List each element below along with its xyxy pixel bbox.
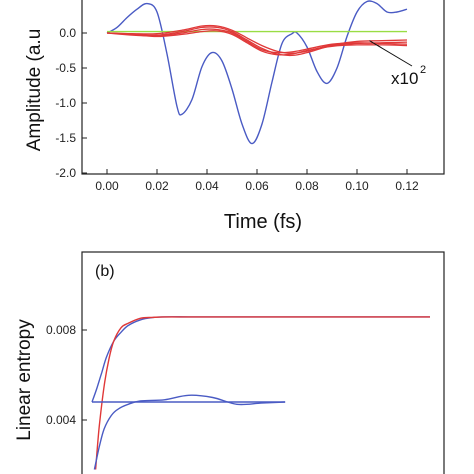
panel-a-x-axis-title: Time (fs)	[224, 211, 302, 233]
panel-b: 0.004 0.008 (b) Linear entropy	[14, 251, 445, 474]
panel-a-series-line-5	[106, 24, 408, 54]
panel-a-x-tick-label: 0.04	[195, 179, 219, 193]
panel-a: 0.00 0.02 0.04 0.06 0.08 0.10 0.12 -2.0-1.5-1.…	[24, 0, 445, 233]
annotation-text: x10	[391, 69, 418, 88]
panel-b-label: (b)	[95, 263, 115, 280]
panel-b-series-line-0	[91, 316, 430, 403]
panel-a-y-tick-label: -0.5	[55, 61, 76, 75]
panel-a-y-ticks: -2.0 -1.5 -1.0 -0.5 0.0	[55, 26, 87, 180]
panel-a-y-tick-label: -1.5	[55, 131, 76, 145]
panel-b-series-line-3	[93, 394, 286, 470]
panel-a-y-tick-label: -2.0	[55, 166, 76, 180]
panel-a-y-axis-title: Amplitude (a.u	[24, 29, 45, 152]
panel-b-y-axis-title: Linear entropy	[14, 319, 35, 441]
panel-a-x-tick-label: 0.00	[95, 179, 119, 193]
panel-a-y-tick-label: 0.0	[59, 26, 76, 40]
panel-a-annotation: x10 2	[369, 40, 426, 88]
panel-a-x-tick-label: 0.10	[345, 179, 369, 193]
panel-a-x-tick-label: 0.08	[295, 179, 319, 193]
panel-a-x-tick-label: 0.06	[245, 179, 269, 193]
panel-b-series-line-1	[94, 316, 430, 470]
panel-a-series-group	[106, 0, 408, 145]
panel-a-series-line-0	[106, 0, 408, 145]
panel-a-y-tick-label: -1.0	[55, 96, 76, 110]
panel-a-x-ticks: 0.00 0.02 0.04 0.06 0.08 0.10 0.12	[95, 169, 419, 193]
panel-b-series-group	[91, 316, 430, 470]
panel-b-y-tick-label: 0.004	[46, 413, 76, 427]
panel-a-x-tick-label: 0.12	[395, 179, 419, 193]
panel-a-x-tick-label: 0.02	[145, 179, 169, 193]
panel-b-y-tick-label: 0.008	[46, 323, 76, 337]
panel-b-y-ticks: 0.004 0.008	[46, 323, 87, 427]
panel-a-series-line-4	[106, 30, 408, 56]
panel-a-series-line-2	[106, 26, 408, 57]
annotation-arrow	[369, 40, 413, 67]
panel-b-plot-frame	[81, 251, 445, 474]
panel-a-plot-frame	[81, 0, 445, 175]
annotation-superscript: 2	[420, 64, 426, 76]
